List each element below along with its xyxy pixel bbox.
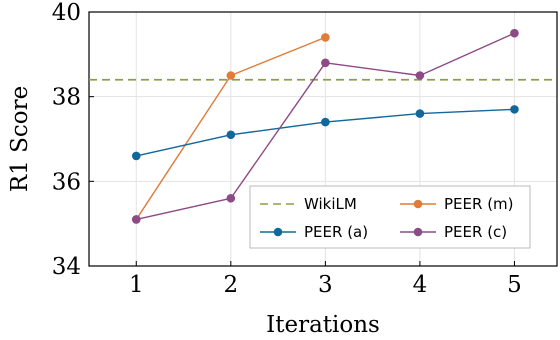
legend-item-peer-c: PEER (c) [400, 223, 507, 241]
data-point-peer-a [226, 130, 236, 140]
y-axis-title: R1 Score [7, 86, 33, 192]
legend-box [249, 185, 531, 249]
y-tick-label: 38 [52, 85, 81, 111]
x-tick-label: 4 [413, 272, 428, 298]
legend-label-peer-c: PEER (c) [444, 223, 507, 241]
data-point-peer-a [510, 105, 519, 114]
data-point-peer-m [321, 33, 330, 42]
data-point-peer-c [415, 71, 425, 80]
data-point-peer-c [510, 28, 519, 38]
legend-item-wikilm: WikiLM [260, 195, 357, 213]
data-point-peer-c [131, 215, 141, 224]
data-point-peer-a [131, 151, 141, 161]
x-tick-label: 1 [129, 272, 144, 298]
y-tick-label: 36 [52, 169, 81, 195]
data-point-peer-m [226, 71, 236, 80]
data-point-peer-c [321, 58, 330, 68]
legend-marker-peer-m [413, 199, 423, 209]
y-tick-label: 34 [52, 254, 81, 280]
x-tick-label: 3 [318, 272, 333, 298]
x-tick-label: 2 [223, 272, 238, 298]
plot-frame [88, 11, 558, 267]
x-tick-label: 5 [507, 272, 522, 298]
legend: WikiLM PEER (m) PEER (a) PEER (c) [249, 185, 531, 249]
legend-label-peer-m: PEER (m) [444, 195, 514, 213]
series-peer-c [131, 28, 519, 224]
legend-item-peer-m: PEER (m) [400, 195, 514, 213]
series-peer-a [131, 105, 519, 161]
legend-item-peer-a: PEER (a) [260, 223, 368, 241]
data-point-peer-a [321, 117, 330, 127]
legend-marker-peer-a [273, 227, 283, 237]
legend-label-wikilm: WikiLM [304, 195, 357, 213]
legend-marker-peer-c [413, 227, 423, 237]
y-tick-label: 40 [52, 0, 81, 26]
x-axis-title: Iterations [266, 312, 380, 338]
legend-label-peer-a: PEER (a) [304, 223, 368, 241]
data-point-peer-a [415, 109, 425, 118]
data-point-peer-c [226, 193, 236, 203]
series-layer [89, 28, 557, 224]
